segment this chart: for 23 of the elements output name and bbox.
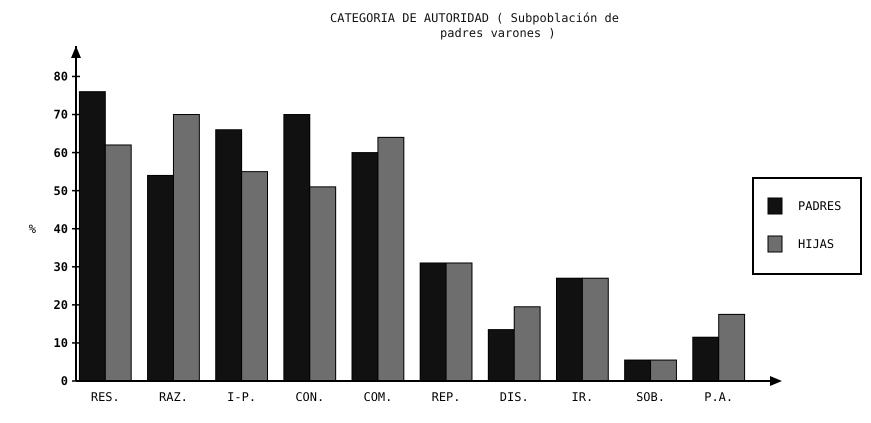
x-tick-label: RES. <box>90 390 120 404</box>
chart-title: CATEGORIA DE AUTORIDAD ( Subpoblación de padres varones ) <box>330 11 619 40</box>
legend-label: HIJAS <box>798 237 834 252</box>
y-tick-label: 30 <box>54 260 68 274</box>
y-tick-label: 60 <box>54 146 68 160</box>
y-tick-label: 70 <box>54 108 68 122</box>
x-tick-label: DIS. <box>500 390 529 404</box>
y-tick-label: 80 <box>54 70 68 84</box>
y-tick-label: 50 <box>54 184 68 198</box>
legend-label: PADRES <box>798 199 842 214</box>
y-tick-label: 0 <box>60 374 68 388</box>
x-tick-label: SOB. <box>636 390 665 404</box>
y-tick-label: 20 <box>54 298 68 312</box>
y-tick-label: 40 <box>54 222 68 236</box>
y-axis-title: % <box>28 222 37 236</box>
x-tick-label: COM. <box>363 390 392 404</box>
x-tick-label: RAZ. <box>159 390 188 404</box>
x-tick-label: IR. <box>572 390 594 404</box>
x-tick-label: CON. <box>295 390 324 404</box>
x-tick-label: I-P. <box>227 390 256 404</box>
x-tick-label: P.A. <box>704 390 734 404</box>
x-tick-label: REP. <box>432 390 461 404</box>
y-tick-label: 10 <box>54 336 68 350</box>
